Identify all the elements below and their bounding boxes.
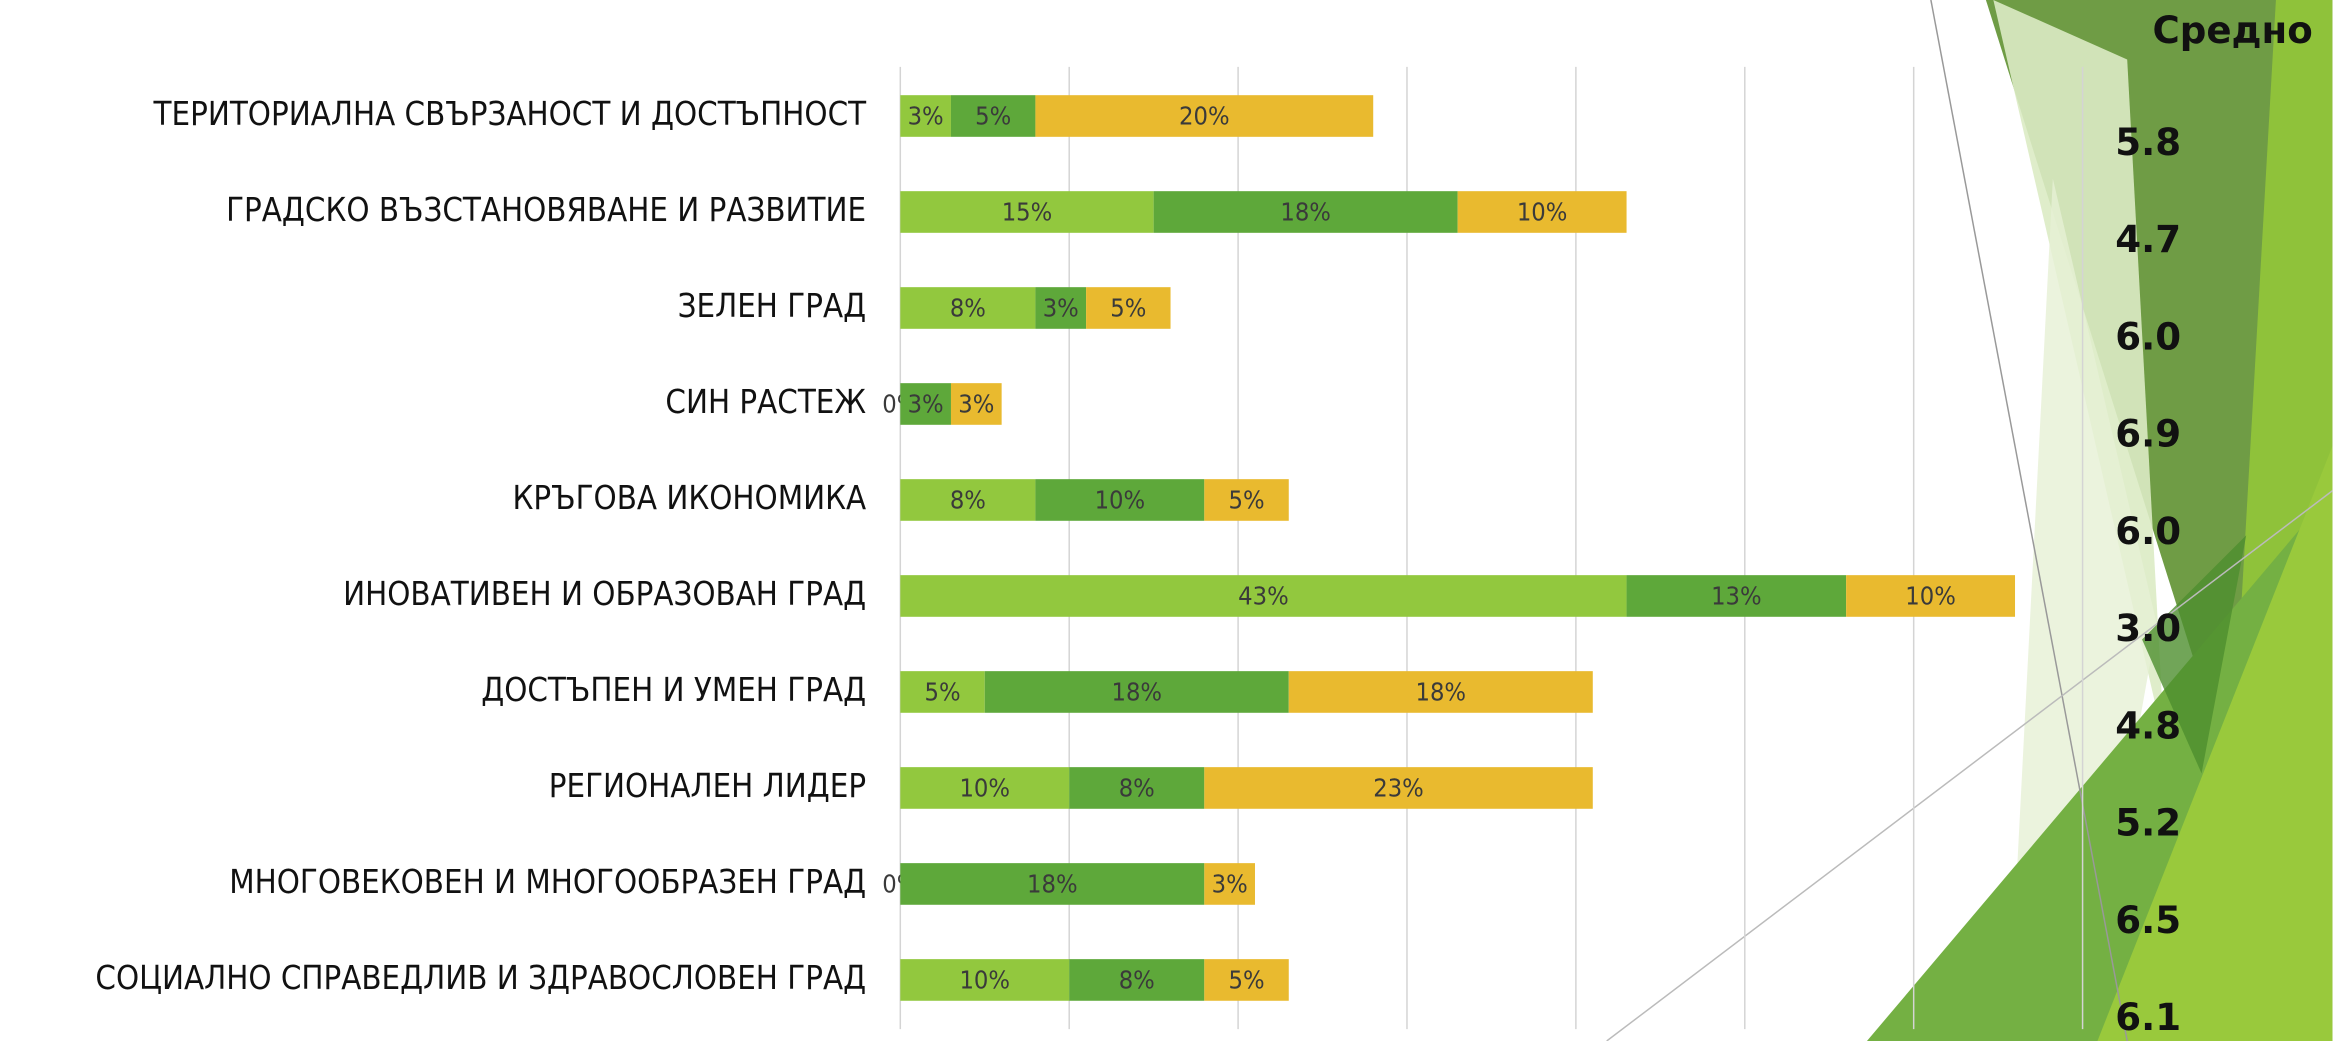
data-label: 3% <box>908 389 944 418</box>
average-value: 4.8 <box>2115 703 2181 747</box>
data-label: 8% <box>950 485 986 514</box>
category-label: РЕГИОНАЛЕН ЛИДЕР <box>549 767 866 805</box>
data-label: 10% <box>959 965 1010 994</box>
average-value: 4.7 <box>2115 217 2181 261</box>
data-label: 8% <box>1119 965 1155 994</box>
data-label: 18% <box>1280 197 1331 226</box>
data-label: 13% <box>1711 581 1762 610</box>
data-label: 10% <box>1095 485 1146 514</box>
data-label: 20% <box>1179 101 1230 130</box>
data-label: 5% <box>1229 965 1265 994</box>
data-label: 10% <box>1517 197 1568 226</box>
data-label: 5% <box>975 101 1011 130</box>
category-label: МНОГОВЕКОВЕН И МНОГООБРАЗЕН ГРАД <box>229 863 866 901</box>
data-label: 8% <box>1119 773 1155 802</box>
data-label: 8% <box>950 293 986 322</box>
data-label: 10% <box>959 773 1010 802</box>
category-label: ТЕРИТОРИАЛНА СВЪРЗАНОСТ И ДОСТЪПНОСТ <box>153 95 868 133</box>
average-value: 3.0 <box>2115 606 2181 650</box>
data-label: 5% <box>1229 485 1265 514</box>
data-label: 5% <box>1110 293 1146 322</box>
data-label: 10% <box>1905 581 1956 610</box>
category-label: СИН РАСТЕЖ <box>665 383 866 421</box>
average-value: 6.0 <box>2115 314 2181 358</box>
data-label: 18% <box>1027 869 1078 898</box>
data-label: 43% <box>1238 581 1289 610</box>
data-label: 23% <box>1373 773 1424 802</box>
data-label: 3% <box>958 389 994 418</box>
average-value: 6.9 <box>2115 412 2181 456</box>
category-label: ЗЕЛЕН ГРАД <box>678 287 866 325</box>
data-label: 18% <box>1416 677 1467 706</box>
average-value: 6.5 <box>2115 898 2181 942</box>
data-label: 5% <box>924 677 960 706</box>
category-label: ГРАДСКО ВЪЗСТАНОВЯВАНЕ И РАЗВИТИЕ <box>226 191 866 229</box>
data-label: 15% <box>1002 197 1053 226</box>
category-label: КРЪГОВА ИКОНОМИКА <box>512 479 866 517</box>
category-label: ДОСТЪПЕН И УМЕН ГРАД <box>481 671 866 709</box>
averages-title: Средно <box>2152 8 2312 52</box>
average-value: 6.0 <box>2115 509 2181 553</box>
average-value: 6.1 <box>2115 995 2181 1039</box>
data-label: 3% <box>1212 869 1248 898</box>
category-label: ИНОВАТИВЕН И ОБРАЗОВАН ГРАД <box>343 575 866 613</box>
category-label: СОЦИАЛНО СПРАВЕДЛИВ И ЗДРАВОСЛОВЕН ГРАД <box>95 959 866 997</box>
data-label: 3% <box>908 101 944 130</box>
background-decoration <box>1607 0 2333 1041</box>
data-label: 18% <box>1111 677 1162 706</box>
data-label: 3% <box>1043 293 1079 322</box>
chart: Средно ТЕРИТОРИАЛНА СВЪРЗАНОСТ И ДОСТЪПН… <box>0 0 2333 1041</box>
average-value: 5.8 <box>2115 120 2181 164</box>
average-value: 5.2 <box>2115 801 2181 845</box>
